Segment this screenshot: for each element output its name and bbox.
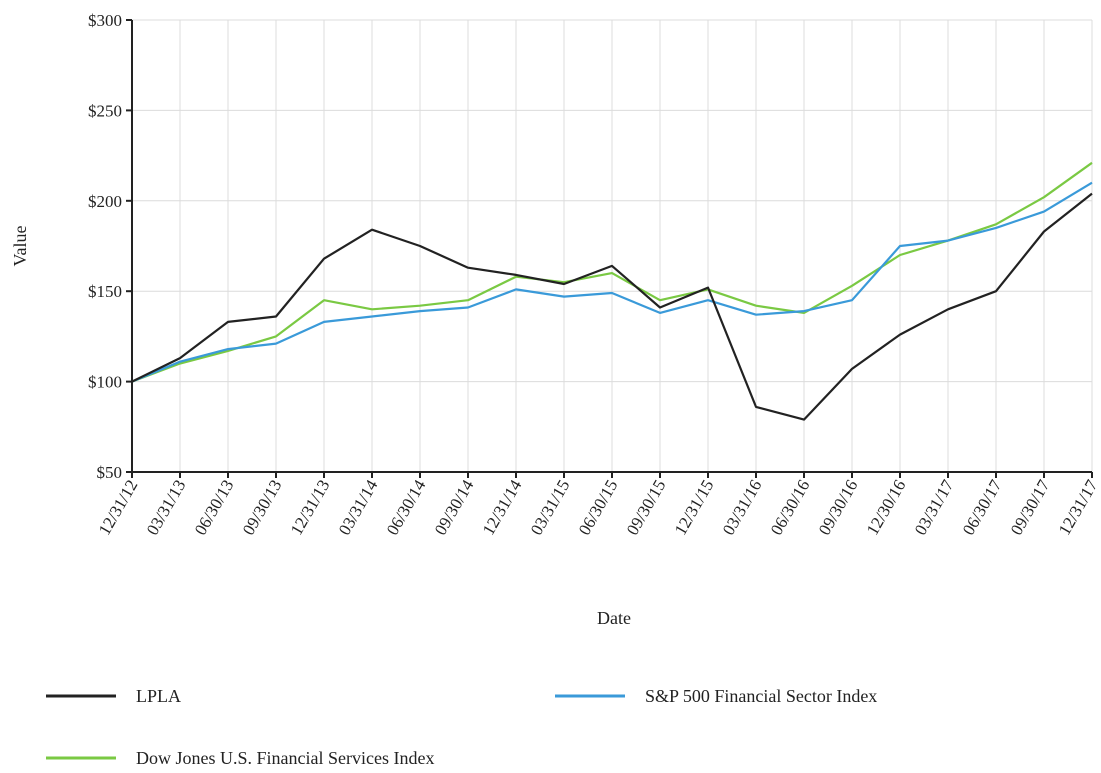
x-tick-label: 09/30/16 xyxy=(815,477,862,539)
x-tick-label: 09/30/14 xyxy=(431,476,478,538)
x-tick-label: 03/31/13 xyxy=(143,477,190,539)
x-tick-label: 12/30/16 xyxy=(863,477,910,539)
x-tick-label: 06/30/16 xyxy=(767,477,814,539)
x-tick-label: 09/30/17 xyxy=(1007,476,1054,538)
y-tick-label: $50 xyxy=(97,463,123,482)
y-tick-label: $250 xyxy=(88,101,122,120)
series-line-1 xyxy=(131,181,1093,383)
x-tick-label: 06/30/14 xyxy=(383,476,430,538)
series-lines xyxy=(131,161,1093,421)
x-tick-label: 12/31/15 xyxy=(671,477,718,539)
series-line-2 xyxy=(131,161,1093,383)
x-tick-label: 12/31/14 xyxy=(479,476,526,538)
x-tick-label: 12/31/17 xyxy=(1055,476,1101,538)
y-axis-title: Value xyxy=(10,225,30,266)
x-tick-labels: 12/31/12 03/31/13 06/30/13 09/30/13 12/31/13… xyxy=(95,472,1101,538)
legend: LPLA S&P 500 Financial Sector Index Dow Jo… xyxy=(46,686,877,768)
legend-label-0: LPLA xyxy=(136,686,181,706)
y-tick-labels: $50 $100 $150 $200 $250 $300 xyxy=(88,11,132,482)
x-tick-label: 06/30/13 xyxy=(191,477,238,539)
legend-label-2: Dow Jones U.S. Financial Services Index xyxy=(136,748,434,768)
x-tick-label: 03/31/16 xyxy=(719,477,766,539)
series-line-0 xyxy=(131,192,1093,421)
x-tick-label: 12/31/13 xyxy=(287,477,334,539)
y-tick-label: $300 xyxy=(88,11,122,30)
x-tick-label: 06/30/15 xyxy=(575,477,622,539)
y-tick-label: $200 xyxy=(88,192,122,211)
x-tick-label: 12/31/12 xyxy=(95,477,142,539)
x-tick-label: 03/31/15 xyxy=(527,477,574,539)
x-tick-label: 03/31/17 xyxy=(911,476,958,538)
x-tick-label: 09/30/15 xyxy=(623,477,670,539)
x-tick-label: 03/31/14 xyxy=(335,476,382,538)
y-tick-label: $100 xyxy=(88,373,122,392)
y-tick-label: $150 xyxy=(88,282,122,301)
x-tick-label: 06/30/17 xyxy=(959,476,1006,538)
x-tick-label: 09/30/13 xyxy=(239,477,286,539)
x-axis-title: Date xyxy=(597,608,631,628)
grid xyxy=(131,19,1093,473)
legend-label-1: S&P 500 Financial Sector Index xyxy=(645,686,877,706)
